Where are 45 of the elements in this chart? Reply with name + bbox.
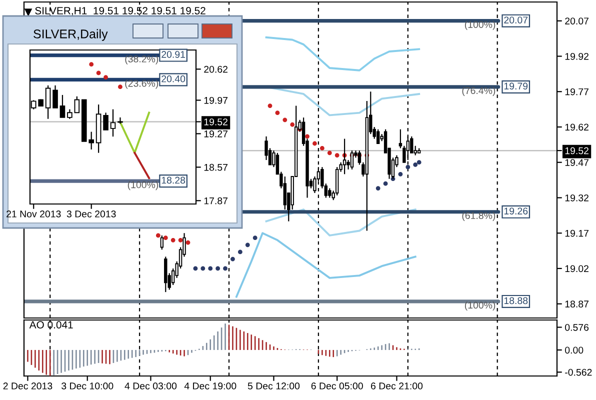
chart-title: SILVER,Daily [34,29,108,41]
x-tick-label: 2 Dec 2013 [3,382,52,390]
y-tick-label: 19.62 [565,124,588,131]
y-tick-label: 0.00 [565,346,584,354]
ref-line-label: 20.91 [162,50,185,58]
y-tick-label: 18.87 [565,300,588,308]
y-tick-label: 19.52 [204,118,228,126]
annotation: (23.6%) [125,80,158,89]
x-tick-label: 21 Nov 2013 [6,210,61,218]
ref-line-label: 18.28 [162,176,186,184]
ref-line-label: 20.40 [162,75,186,82]
x-tick-label: 6 Dec 21:00 [371,382,423,390]
y-tick-label: 0.576 [565,324,589,331]
ref-line-label: 19.79 [504,82,528,90]
y-tick-label: 19.47 [565,159,588,166]
y-tick-label: 19.52 [565,147,588,154]
y-tick-label: 17.87 [204,197,228,204]
annotation: (38.2%) [125,55,158,64]
y-tick-label: 19.17 [565,230,588,237]
x-tick-label: 6 Dec 05:00 [311,382,363,390]
chart-title: SILVER,H1 19.51 19.52 19.51 19.52 [35,7,206,16]
y-tick-label: 19.77 [565,88,588,96]
annotation: (76.4%) [462,86,496,96]
annotation: (100%) [464,20,496,30]
annotation: (100%) [464,301,496,311]
y-tick-label: 19.92 [565,52,588,60]
x-tick-label: 4 Dec 19:00 [184,382,236,390]
ref-line-label: 19.26 [504,208,528,214]
annotation: (100%) [128,181,158,190]
annotation: (61.8%) [462,212,496,221]
y-tick-label: -0.562 [565,368,592,376]
x-tick-label: 4 Dec 03:00 [124,382,177,390]
y-tick-label: 19.02 [565,265,588,272]
y-tick-label: 19.27 [204,130,228,138]
y-tick-label: 20.62 [204,66,228,73]
x-tick-label: 3 Dec 10:00 [62,382,114,390]
ref-line-label: 18.88 [504,297,528,304]
y-tick-label: 19.32 [565,194,588,202]
y-tick-label: 19.97 [204,96,228,104]
x-tick-label: 3 Dec 2013 [66,210,116,218]
x-tick-label: 5 Dec 12:00 [248,382,300,390]
ref-line-label: 20.07 [504,16,528,24]
y-tick-label: 18.57 [204,164,228,171]
y-tick-label: 20.07 [565,18,588,24]
chart-title: AO 0.041 [29,321,73,328]
